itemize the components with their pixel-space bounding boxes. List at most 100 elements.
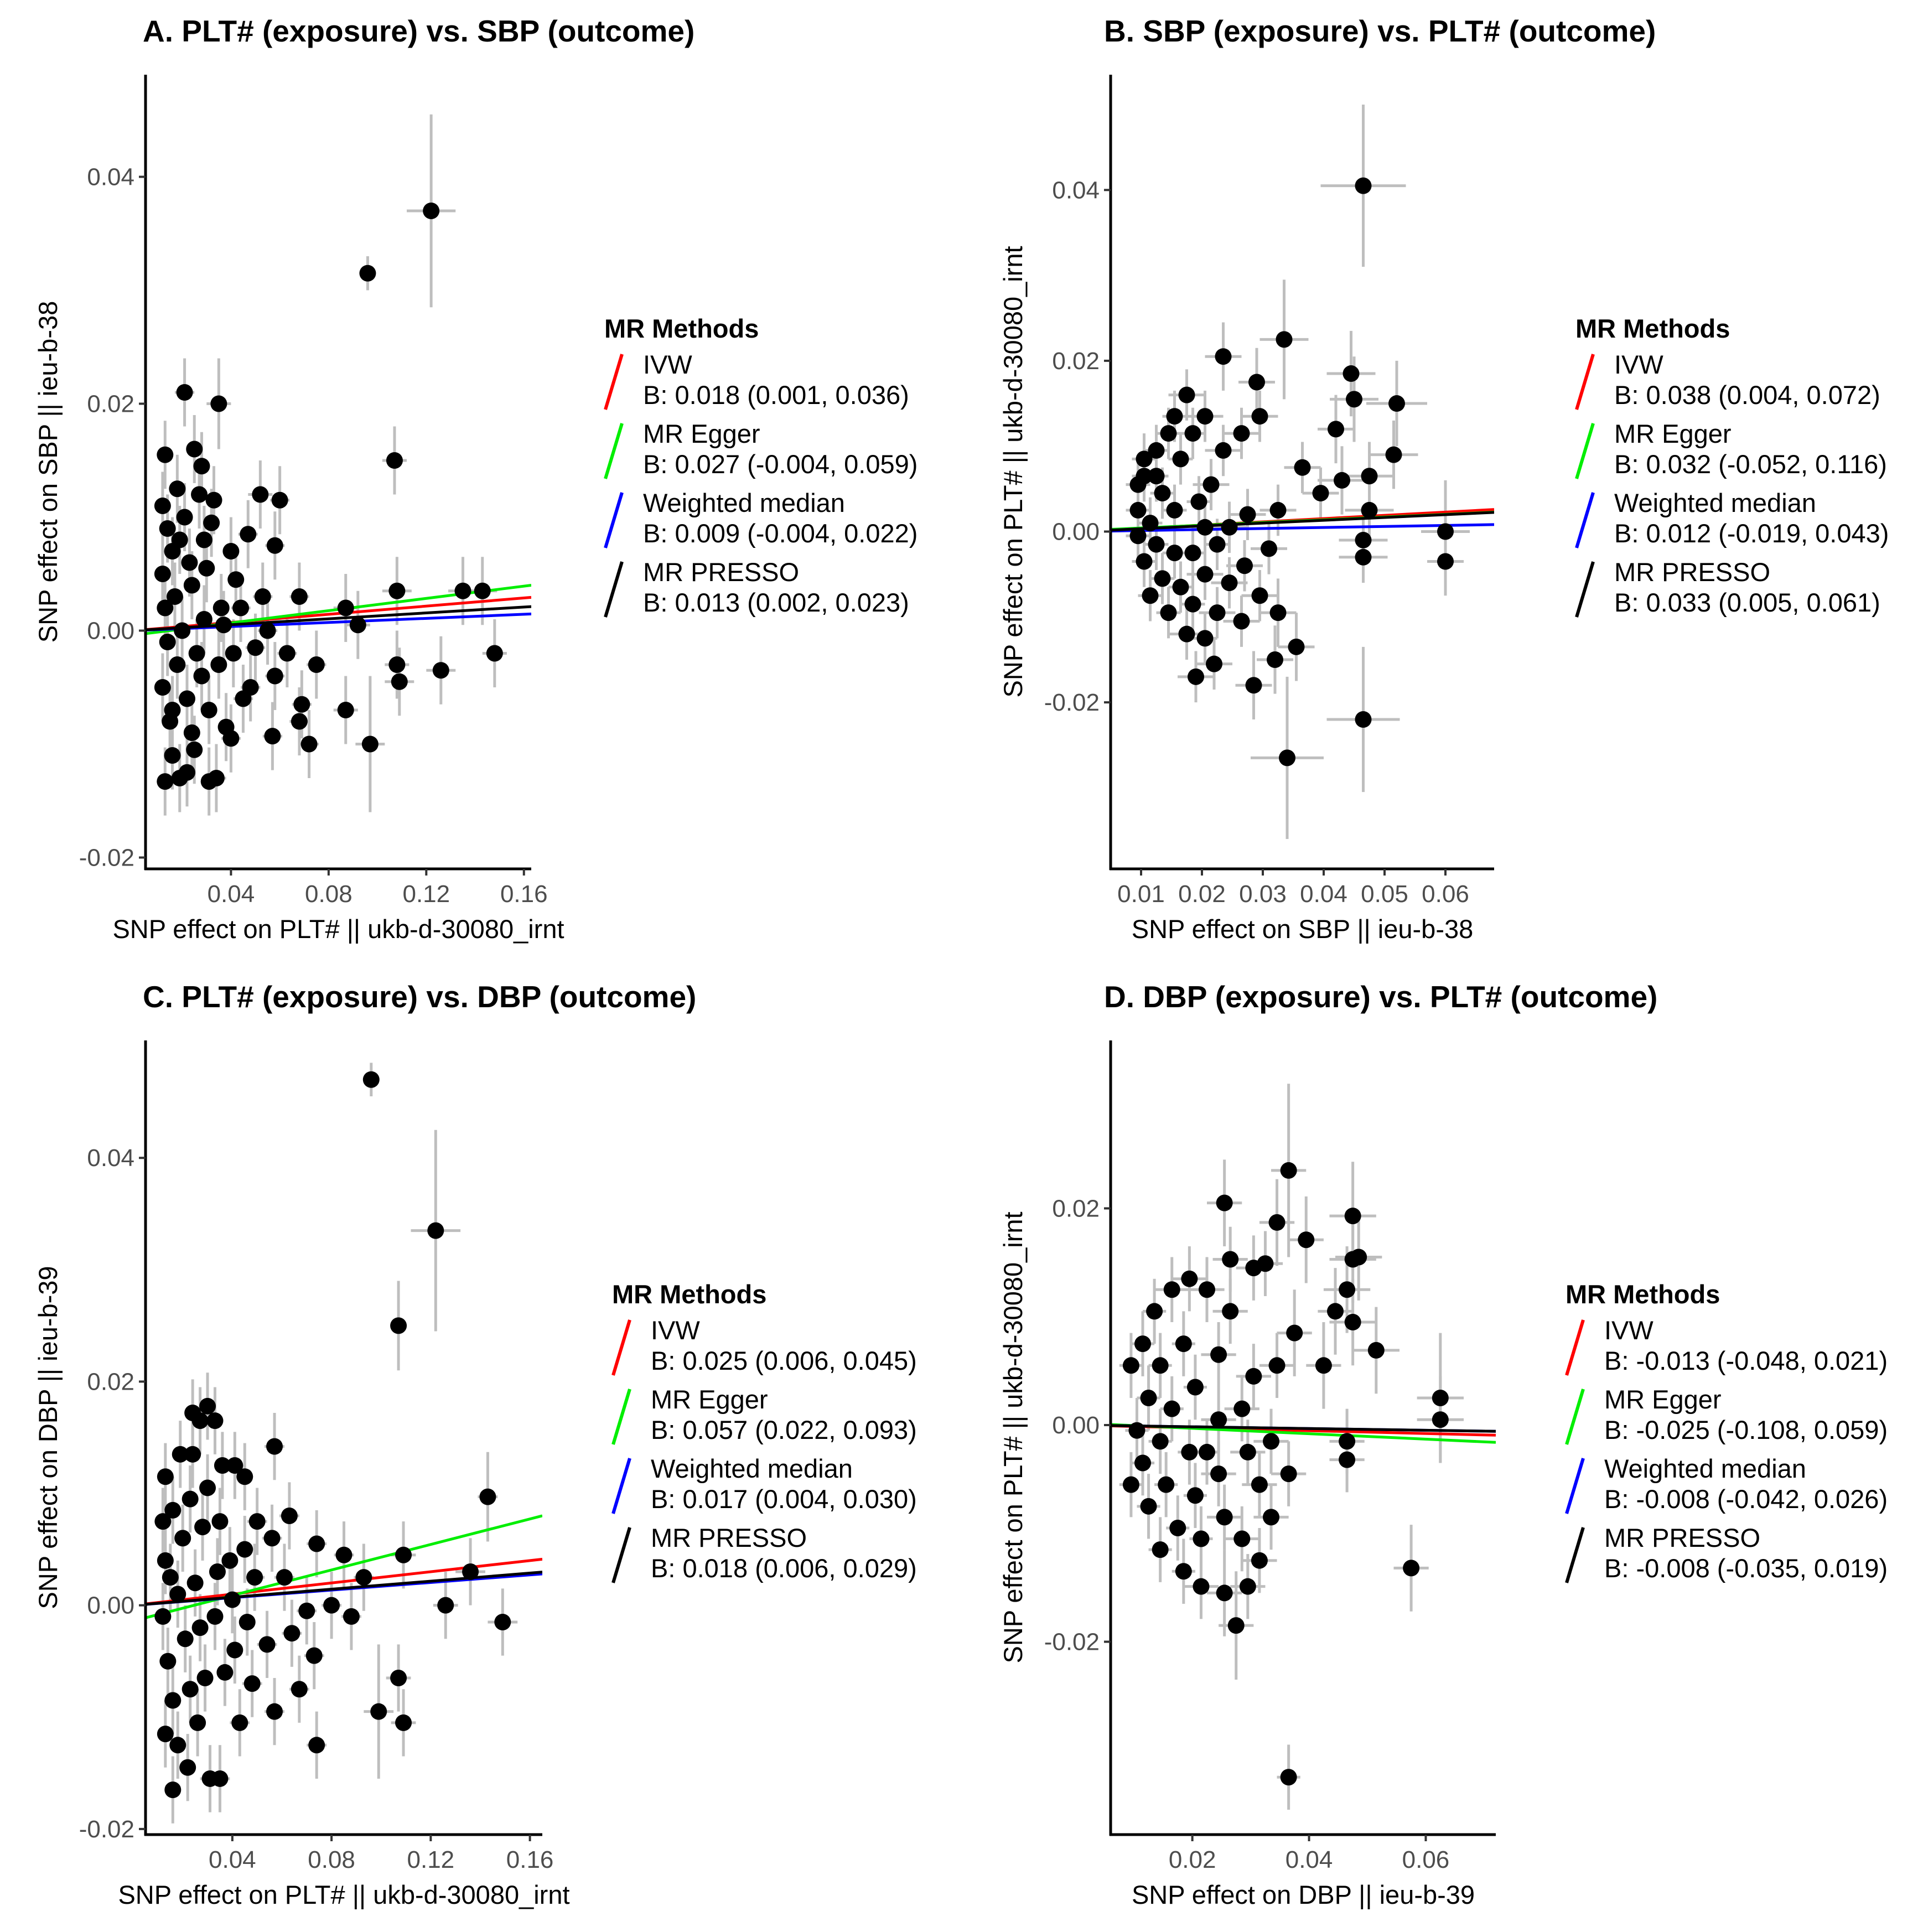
data-point (206, 1412, 224, 1429)
legend-key (604, 354, 624, 410)
regression-line (146, 1514, 542, 1619)
data-point (1193, 1530, 1210, 1547)
data-point (1350, 1249, 1367, 1266)
data-point (1388, 395, 1405, 412)
data-point (1268, 1214, 1286, 1231)
data-point (176, 384, 193, 401)
data-point (183, 724, 200, 741)
legend-estimate: B: 0.013 (0.002, 0.023) (643, 588, 909, 617)
x-tick-label: 0.08 (308, 1846, 355, 1873)
data-point (1298, 1231, 1315, 1249)
chart-d: D. DBP (exposure) vs. PLT# (outcome) -0.0… (998, 980, 1888, 1909)
y-axis-label: SNP effect on PLT# || ukb-d-30080_irnt (998, 246, 1028, 697)
data-point (1210, 1411, 1227, 1428)
legend-estimate: B: 0.009 (-0.004, 0.022) (643, 519, 918, 548)
y-tick-label: 0.04 (87, 1144, 134, 1172)
data-point (337, 702, 354, 718)
data-point (395, 1546, 412, 1563)
data-point (188, 645, 205, 662)
data-point (359, 265, 376, 282)
legend-title: MR Methods (604, 314, 759, 343)
data-point (179, 1759, 196, 1776)
data-point (1339, 1451, 1356, 1468)
data-point (474, 582, 491, 599)
legend-estimate: B: -0.025 (-0.108, 0.059) (1604, 1415, 1888, 1444)
legend-estimate: B: 0.038 (0.004, 0.072) (1614, 380, 1880, 410)
data-point (174, 1530, 191, 1547)
data-point (1236, 557, 1253, 574)
data-point (335, 1546, 353, 1563)
plot-area (146, 114, 531, 816)
data-point (437, 1597, 454, 1614)
data-point (196, 1670, 214, 1687)
y-axis-label: SNP effect on DBP || ieu-b-39 (33, 1266, 63, 1609)
data-point (1154, 570, 1171, 587)
data-point (1175, 1335, 1192, 1353)
data-point (1263, 1433, 1279, 1450)
chart-b: B. SBP (exposure) vs. PLT# (outcome) -0.0… (998, 14, 1889, 944)
data-point (1152, 1433, 1169, 1450)
data-point (1257, 1255, 1274, 1272)
data-point (349, 617, 366, 634)
data-point (1432, 1411, 1449, 1428)
y-tick-label: 0.04 (1052, 177, 1100, 204)
data-point (157, 1726, 174, 1743)
data-point (1312, 485, 1329, 502)
data-point (194, 1519, 211, 1536)
data-point (182, 1681, 199, 1698)
data-point (1355, 177, 1372, 194)
legend-estimate: B: 0.017 (0.004, 0.030) (651, 1484, 917, 1514)
legend-method-name: IVW (1614, 350, 1663, 379)
data-point (1122, 1357, 1139, 1374)
panel-c: C. PLT# (exposure) vs. DBP (outcome) -0.0… (0, 966, 961, 1932)
y-tick-label: 0.02 (1052, 1195, 1100, 1222)
data-point (246, 1569, 263, 1586)
legend-estimate: B: 0.027 (-0.004, 0.059) (643, 449, 918, 479)
data-point (240, 526, 257, 543)
data-point (169, 656, 186, 673)
data-point (209, 1563, 226, 1581)
data-point (454, 582, 471, 599)
data-point (1210, 1346, 1227, 1363)
x-axis-label: SNP effect on PLT# || ukb-d-30080_irnt (112, 914, 564, 944)
data-point (1184, 425, 1201, 442)
x-tick-label: 0.04 (208, 880, 255, 908)
data-point (1215, 442, 1232, 459)
y-tick-label: 0.02 (87, 391, 134, 418)
data-point (1129, 527, 1147, 545)
regression-line (1111, 511, 1494, 532)
data-point (1166, 408, 1183, 425)
legend-key (611, 1319, 631, 1376)
data-point (157, 446, 174, 463)
legend-estimate: B: -0.008 (-0.042, 0.026) (1604, 1484, 1888, 1514)
data-point (162, 1569, 179, 1586)
y-tick-label: -0.02 (1044, 1629, 1100, 1656)
data-point (169, 1586, 186, 1603)
data-point (1136, 450, 1153, 468)
data-point (172, 1446, 189, 1463)
data-point (164, 1781, 182, 1799)
data-point (1199, 1443, 1215, 1460)
data-point (1140, 1498, 1157, 1515)
data-point (1160, 425, 1177, 442)
data-point (243, 1675, 261, 1692)
data-point (184, 1446, 201, 1463)
data-point (1251, 587, 1268, 604)
data-point (159, 1653, 177, 1670)
x-tick-label: 0.12 (407, 1846, 455, 1873)
x-tick-label: 0.12 (402, 880, 450, 908)
y-tick-label: 0.02 (1052, 348, 1100, 375)
data-point (1152, 1357, 1169, 1374)
data-point (183, 577, 200, 594)
data-point (1367, 1341, 1385, 1359)
data-point (291, 713, 308, 730)
legend-method-name: IVW (1604, 1315, 1654, 1345)
data-point (176, 509, 193, 526)
plot-area (1111, 1084, 1496, 1810)
legend-key (604, 561, 624, 618)
data-point (1196, 566, 1214, 583)
data-point (1251, 1552, 1268, 1569)
x-tick-label: 0.04 (209, 1846, 256, 1873)
